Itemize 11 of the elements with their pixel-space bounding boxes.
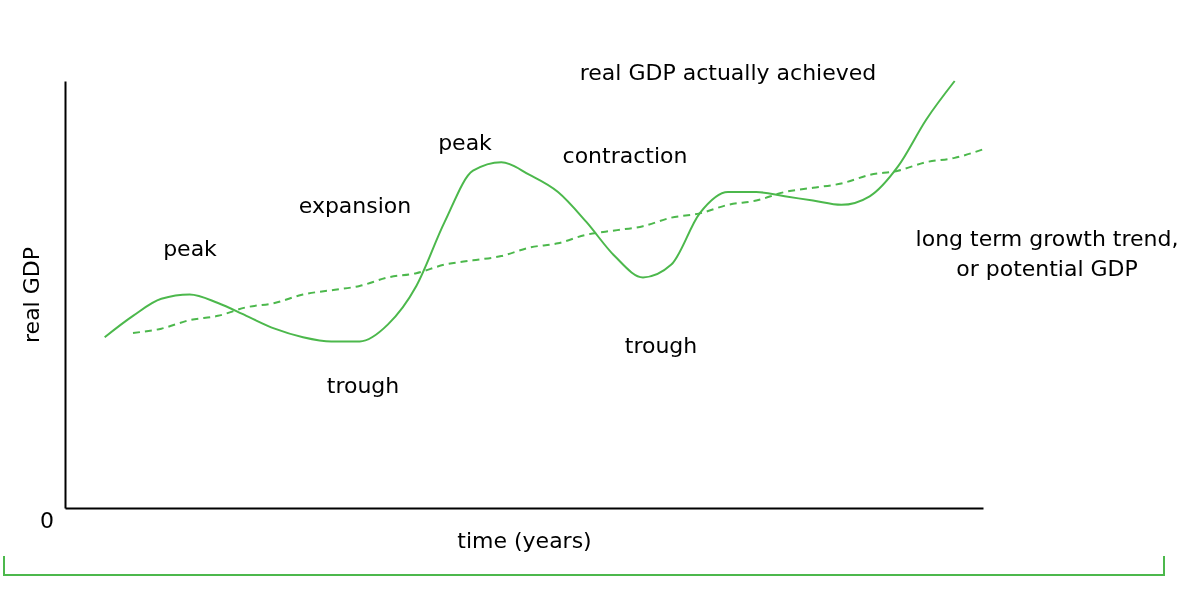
annotation: trough: [624, 333, 698, 358]
y-axis-title: real GDP: [18, 247, 44, 343]
text: 0: [40, 508, 54, 533]
text: long term growth trend, or potential GDP: [915, 226, 1179, 281]
annotation: trough: [326, 373, 400, 398]
annotation: peak: [163, 236, 218, 261]
x-axis-title: time (years): [457, 527, 592, 553]
annotation: expansion: [298, 193, 412, 218]
text: real GDP actually achieved: [579, 60, 877, 85]
annotation: peak: [438, 130, 493, 155]
annotation: contraction: [562, 143, 688, 168]
